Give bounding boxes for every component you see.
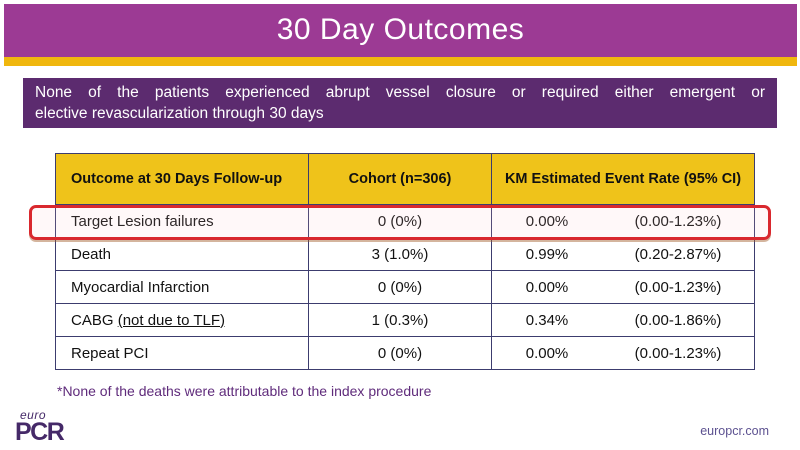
header-cell-cohort: Cohort (n=306) <box>308 154 491 204</box>
rate-value: 0.00% <box>525 212 569 230</box>
statement-box: None of the patients experienced abrupt … <box>23 78 777 128</box>
rate-cell: 0.00% (0.00-1.23%) <box>491 205 754 237</box>
rate-value: 0.00% <box>525 344 569 362</box>
header-cell-outcome: Outcome at 30 Days Follow-up <box>71 171 283 187</box>
rate-value: 0.99% <box>525 245 569 263</box>
table-row: Target Lesion failures 0 (0%) 0.00% (0.0… <box>56 204 754 237</box>
ci-value: (0.00-1.23%) <box>634 278 722 296</box>
rate-cell: 0.99% (0.20-2.87%) <box>491 238 754 270</box>
ci-value: (0.00-1.23%) <box>634 344 722 362</box>
logo-euro-text: euro <box>20 408 47 422</box>
footnote: *None of the deaths were attributable to… <box>57 383 432 399</box>
logo-pcr-text: PCR <box>15 418 65 446</box>
table-row: Myocardial Infarction 0 (0%) 0.00% (0.00… <box>56 270 754 303</box>
outcome-text: Myocardial Infarction <box>71 278 210 296</box>
rate-cell: 0.34% (0.00-1.86%) <box>491 304 754 336</box>
ci-value: (0.20-2.87%) <box>634 245 722 263</box>
outcome-text: CABG <box>71 311 114 329</box>
outcome-cell: Death <box>56 238 308 270</box>
ci-value: (0.00-1.86%) <box>634 311 722 329</box>
ci-value: (0.00-1.23%) <box>634 212 722 230</box>
table-row: CABG (not due to TLF) 1 (0.3%) 0.34% (0.0… <box>56 303 754 336</box>
rate-value: 0.00% <box>525 278 569 296</box>
website-text: europcr.com <box>700 424 769 438</box>
table-header-row: Outcome at 30 Days Follow-up Cohort (n=3… <box>56 154 754 204</box>
outcome-cell: Target Lesion failures <box>56 205 308 237</box>
rate-cell: 0.00% (0.00-1.23%) <box>491 337 754 369</box>
cohort-cell: 0 (0%) <box>308 337 491 369</box>
outcome-text: Repeat PCI <box>71 344 149 362</box>
title-band: 30 Day Outcomes <box>4 4 797 57</box>
outcome-text: Death <box>71 245 112 263</box>
gold-stripe <box>4 57 797 66</box>
cohort-cell: 0 (0%) <box>308 205 491 237</box>
statement-line-2: elective revascularization through 30 da… <box>35 105 324 122</box>
outcomes-table: Outcome at 30 Days Follow-up Cohort (n=3… <box>55 153 755 370</box>
rate-cell: 0.00% (0.00-1.23%) <box>491 271 754 303</box>
cohort-cell: 1 (0.3%) <box>308 304 491 336</box>
header-cell-event-rate: KM Estimated Event Rate (95% CI) <box>491 154 754 204</box>
cohort-cell: 0 (0%) <box>308 271 491 303</box>
europcr-logo: euro PCR <box>15 408 65 446</box>
statement-line-1: None of the patients experienced abrupt … <box>35 84 765 101</box>
page-title: 30 Day Outcomes <box>276 13 525 46</box>
outcome-cell: Repeat PCI <box>56 337 308 369</box>
table-row: Death 3 (1.0%) 0.99% (0.20-2.87%) <box>56 237 754 270</box>
table-row: Repeat PCI 0 (0%) 0.00% (0.00-1.23%) <box>56 336 754 369</box>
outcome-cell: CABG (not due to TLF) <box>56 304 308 336</box>
table-body: Target Lesion failures 0 (0%) 0.00% (0.0… <box>56 204 754 369</box>
rate-value: 0.34% <box>525 311 569 329</box>
outcome-underlined-text: (not due to TLF) <box>117 311 225 329</box>
outcome-cell: Myocardial Infarction <box>56 271 308 303</box>
outcome-text: Target Lesion failures <box>71 212 214 230</box>
cohort-cell: 3 (1.0%) <box>308 238 491 270</box>
